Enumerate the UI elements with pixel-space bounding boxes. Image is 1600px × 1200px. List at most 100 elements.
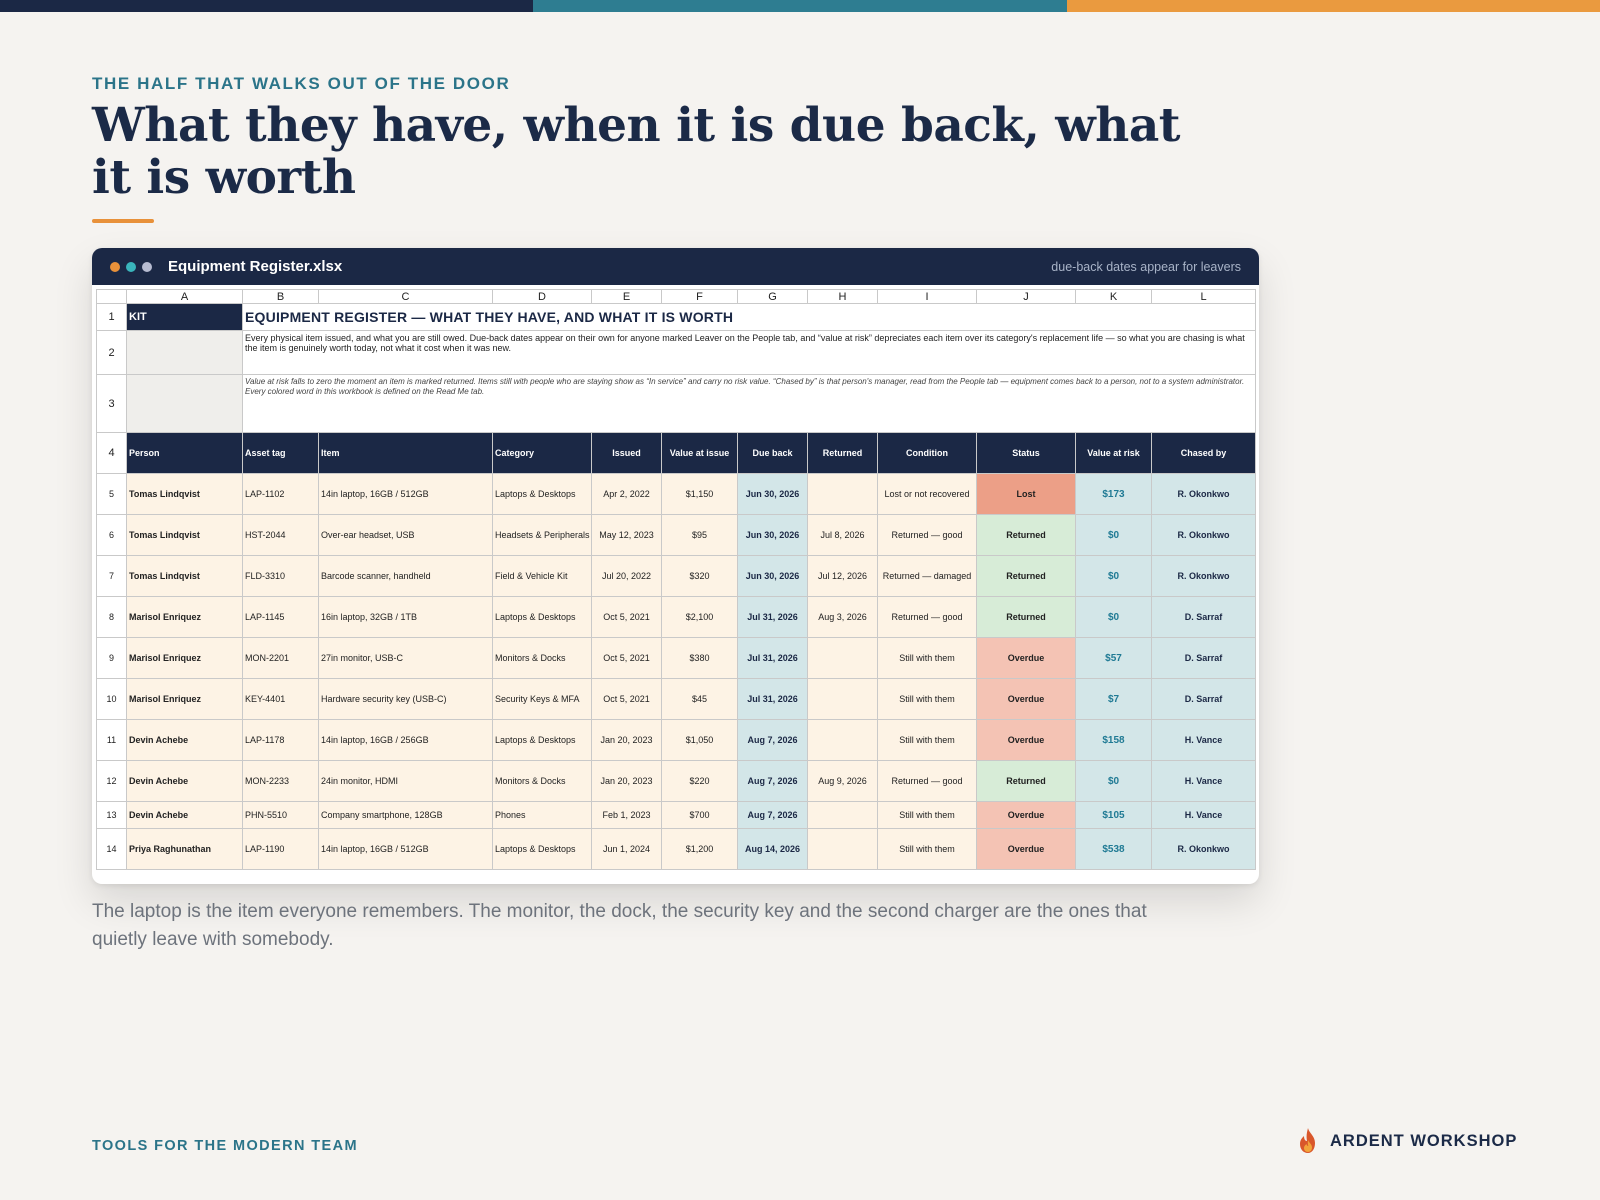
brand-logo[interactable]: ARDENT WORKSHOP xyxy=(1296,1127,1517,1155)
due-back-cell[interactable]: Jul 31, 2026 xyxy=(737,678,808,720)
status-cell[interactable]: Overdue xyxy=(976,801,1076,829)
issued-cell[interactable]: Oct 5, 2021 xyxy=(591,637,662,679)
chased-by-cell[interactable]: H. Vance xyxy=(1151,760,1256,802)
chased-by-cell[interactable]: D. Sarraf xyxy=(1151,596,1256,638)
header-cell[interactable]: Category xyxy=(492,432,592,474)
header-cell[interactable]: Value at issue xyxy=(661,432,738,474)
condition-cell[interactable]: Lost or not recovered xyxy=(877,473,977,515)
chased-by-cell[interactable]: R. Okonkwo xyxy=(1151,514,1256,556)
issued-cell[interactable]: Apr 2, 2022 xyxy=(591,473,662,515)
value-at-risk-cell[interactable]: $7 xyxy=(1075,678,1152,720)
row-number[interactable]: 1 xyxy=(96,303,127,331)
item-cell[interactable]: 14in laptop, 16GB / 256GB xyxy=(318,719,493,761)
window-dot-grey[interactable] xyxy=(142,261,152,272)
column-header[interactable]: J xyxy=(976,289,1076,304)
column-header[interactable]: C xyxy=(318,289,493,304)
condition-cell[interactable]: Returned — damaged xyxy=(877,555,977,597)
value-at-risk-cell[interactable]: $0 xyxy=(1075,555,1152,597)
category-cell[interactable]: Laptops & Desktops xyxy=(492,596,592,638)
category-cell[interactable]: Laptops & Desktops xyxy=(492,828,592,870)
window-dot-teal[interactable] xyxy=(126,261,136,272)
condition-cell[interactable]: Returned — good xyxy=(877,760,977,802)
value-at-risk-cell[interactable]: $158 xyxy=(1075,719,1152,761)
column-header[interactable]: K xyxy=(1075,289,1152,304)
chased-by-cell[interactable]: D. Sarraf xyxy=(1151,637,1256,679)
issued-cell[interactable]: May 12, 2023 xyxy=(591,514,662,556)
due-back-cell[interactable]: Jul 31, 2026 xyxy=(737,596,808,638)
category-cell[interactable]: Monitors & Docks xyxy=(492,760,592,802)
issued-cell[interactable]: Jan 20, 2023 xyxy=(591,760,662,802)
category-cell[interactable]: Monitors & Docks xyxy=(492,637,592,679)
category-cell[interactable]: Security Keys & MFA xyxy=(492,678,592,720)
asset-tag-cell[interactable]: LAP-1145 xyxy=(242,596,319,638)
status-cell[interactable]: Overdue xyxy=(976,828,1076,870)
description-cell[interactable]: Every physical item issued, and what you… xyxy=(242,330,1256,375)
issued-cell[interactable]: Jun 1, 2024 xyxy=(591,828,662,870)
row-number[interactable]: 12 xyxy=(96,760,127,802)
due-back-cell[interactable]: Aug 7, 2026 xyxy=(737,760,808,802)
value-cell[interactable]: $380 xyxy=(661,637,738,679)
issued-cell[interactable]: Feb 1, 2023 xyxy=(591,801,662,829)
value-at-risk-cell[interactable]: $173 xyxy=(1075,473,1152,515)
sheet-grid[interactable]: A B C D E F G H I J K L 1 KIT EQUIPMENT … xyxy=(96,289,1256,880)
due-back-cell[interactable]: Jun 30, 2026 xyxy=(737,514,808,556)
chased-by-cell[interactable]: H. Vance xyxy=(1151,801,1256,829)
chased-by-cell[interactable]: R. Okonkwo xyxy=(1151,473,1256,515)
condition-cell[interactable]: Still with them xyxy=(877,678,977,720)
returned-cell[interactable]: Jul 12, 2026 xyxy=(807,555,878,597)
column-header[interactable]: H xyxy=(807,289,878,304)
item-cell[interactable]: Over-ear headset, USB xyxy=(318,514,493,556)
value-cell[interactable]: $1,150 xyxy=(661,473,738,515)
returned-cell[interactable]: Aug 3, 2026 xyxy=(807,596,878,638)
due-back-cell[interactable]: Aug 7, 2026 xyxy=(737,801,808,829)
asset-tag-cell[interactable]: MON-2201 xyxy=(242,637,319,679)
due-back-cell[interactable]: Aug 7, 2026 xyxy=(737,719,808,761)
header-cell[interactable]: Condition xyxy=(877,432,977,474)
item-cell[interactable]: 16in laptop, 32GB / 1TB xyxy=(318,596,493,638)
asset-tag-cell[interactable]: PHN-5510 xyxy=(242,801,319,829)
category-cell[interactable]: Laptops & Desktops xyxy=(492,473,592,515)
header-cell[interactable]: Due back xyxy=(737,432,808,474)
condition-cell[interactable]: Returned — good xyxy=(877,596,977,638)
issued-cell[interactable]: Jul 20, 2022 xyxy=(591,555,662,597)
status-cell[interactable]: Returned xyxy=(976,596,1076,638)
column-header[interactable]: B xyxy=(242,289,319,304)
column-header[interactable]: L xyxy=(1151,289,1256,304)
value-cell[interactable]: $320 xyxy=(661,555,738,597)
value-cell[interactable]: $95 xyxy=(661,514,738,556)
person-cell[interactable]: Priya Raghunathan xyxy=(126,828,243,870)
value-at-risk-cell[interactable]: $0 xyxy=(1075,760,1152,802)
row-number[interactable]: 14 xyxy=(96,828,127,870)
category-cell[interactable]: Phones xyxy=(492,801,592,829)
value-cell[interactable]: $45 xyxy=(661,678,738,720)
window-dot-orange[interactable] xyxy=(110,261,120,272)
asset-tag-cell[interactable]: HST-2044 xyxy=(242,514,319,556)
row-number[interactable]: 11 xyxy=(96,719,127,761)
person-cell[interactable]: Tomas Lindqvist xyxy=(126,473,243,515)
condition-cell[interactable]: Still with them xyxy=(877,801,977,829)
person-cell[interactable]: Devin Achebe xyxy=(126,801,243,829)
condition-cell[interactable]: Returned — good xyxy=(877,514,977,556)
condition-cell[interactable]: Still with them xyxy=(877,719,977,761)
person-cell[interactable]: Tomas Lindqvist xyxy=(126,555,243,597)
column-header[interactable]: G xyxy=(737,289,808,304)
column-header[interactable]: E xyxy=(591,289,662,304)
value-cell[interactable]: $220 xyxy=(661,760,738,802)
sheet-table[interactable]: A B C D E F G H I J K L 1 KIT EQUIPMENT … xyxy=(96,289,1256,870)
row-number[interactable]: 7 xyxy=(96,555,127,597)
header-cell[interactable]: Asset tag xyxy=(242,432,319,474)
blank-cell[interactable] xyxy=(126,374,243,433)
item-cell[interactable]: 14in laptop, 16GB / 512GB xyxy=(318,828,493,870)
person-cell[interactable]: Tomas Lindqvist xyxy=(126,514,243,556)
sheet-heading-cell[interactable]: EQUIPMENT REGISTER — WHAT THEY HAVE, AND… xyxy=(242,303,1256,331)
issued-cell[interactable]: Jan 20, 2023 xyxy=(591,719,662,761)
item-cell[interactable]: Barcode scanner, handheld xyxy=(318,555,493,597)
row-number[interactable]: 10 xyxy=(96,678,127,720)
category-cell[interactable]: Field & Vehicle Kit xyxy=(492,555,592,597)
row-number[interactable]: 13 xyxy=(96,801,127,829)
status-cell[interactable]: Overdue xyxy=(976,637,1076,679)
asset-tag-cell[interactable]: LAP-1178 xyxy=(242,719,319,761)
issued-cell[interactable]: Oct 5, 2021 xyxy=(591,596,662,638)
status-cell[interactable]: Overdue xyxy=(976,719,1076,761)
value-cell[interactable]: $1,050 xyxy=(661,719,738,761)
